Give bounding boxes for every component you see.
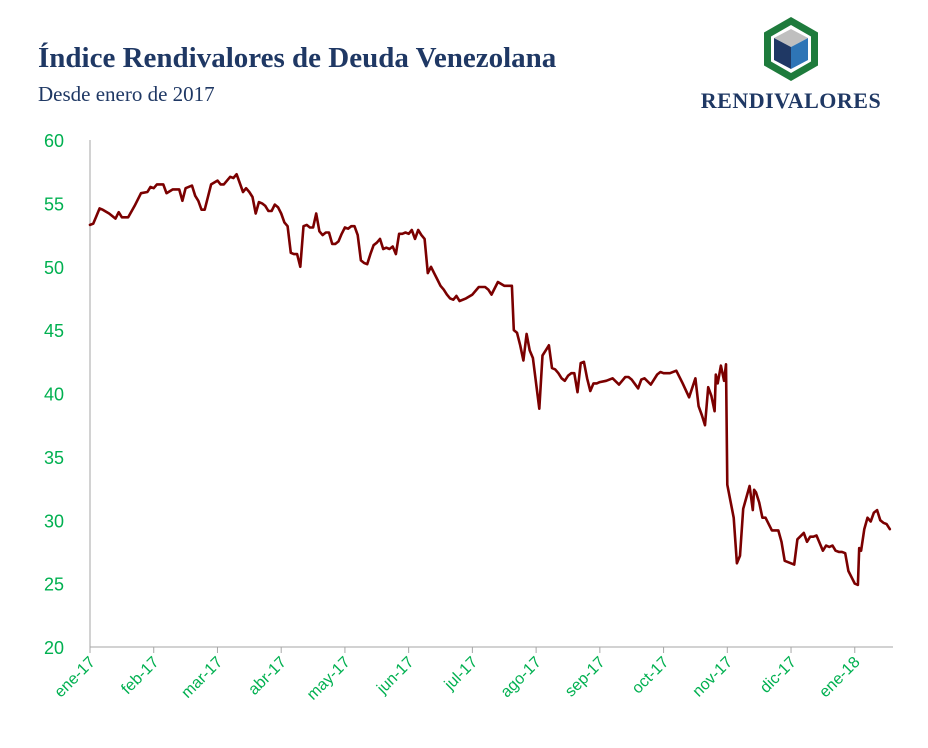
chart-title: Índice Rendivalores de Deuda Venezolana bbox=[38, 42, 557, 74]
x-tick-label: may-17 bbox=[304, 654, 354, 704]
y-tick-label: 50 bbox=[44, 258, 64, 278]
y-tick-label: 30 bbox=[44, 511, 64, 531]
x-tick-label: oct-17 bbox=[629, 654, 673, 698]
series-line bbox=[88, 172, 892, 587]
x-tick-label: ene-17 bbox=[52, 654, 99, 701]
x-tick-label: ene-18 bbox=[816, 654, 863, 701]
logo-text: RENDIVALORES bbox=[700, 88, 882, 113]
y-tick-label: 45 bbox=[44, 321, 64, 341]
y-tick-label: 20 bbox=[44, 638, 64, 658]
x-tick-label: sep-17 bbox=[562, 654, 609, 701]
x-tick-label: ago-17 bbox=[498, 654, 545, 701]
x-tick-label: dic-17 bbox=[757, 654, 800, 697]
x-tick-label: nov-17 bbox=[690, 654, 737, 701]
chart-subtitle: Desde enero de 2017 bbox=[38, 82, 215, 106]
y-tick-label: 40 bbox=[44, 385, 64, 405]
y-tick-label: 55 bbox=[44, 194, 64, 214]
rendivalores-logo: RENDIVALORES bbox=[684, 16, 914, 116]
y-tick-label: 25 bbox=[44, 575, 64, 595]
y-tick-label: 35 bbox=[44, 448, 64, 468]
x-tick-label: jul-17 bbox=[441, 654, 481, 694]
x-axis-ticks: ene-17 feb-17 mar-17 abr-17 may-17 jun-17 jul-… bbox=[52, 647, 864, 704]
cube-hexagon-icon bbox=[764, 17, 818, 81]
y-axis-ticks: 20 25 30 35 40 45 50 55 60 bbox=[44, 131, 64, 658]
x-tick-label: jun-17 bbox=[373, 654, 417, 698]
x-tick-label: abr-17 bbox=[245, 654, 290, 699]
x-tick-label: mar-17 bbox=[178, 654, 226, 702]
y-tick-label: 60 bbox=[44, 131, 64, 151]
x-tick-label: feb-17 bbox=[118, 654, 162, 698]
